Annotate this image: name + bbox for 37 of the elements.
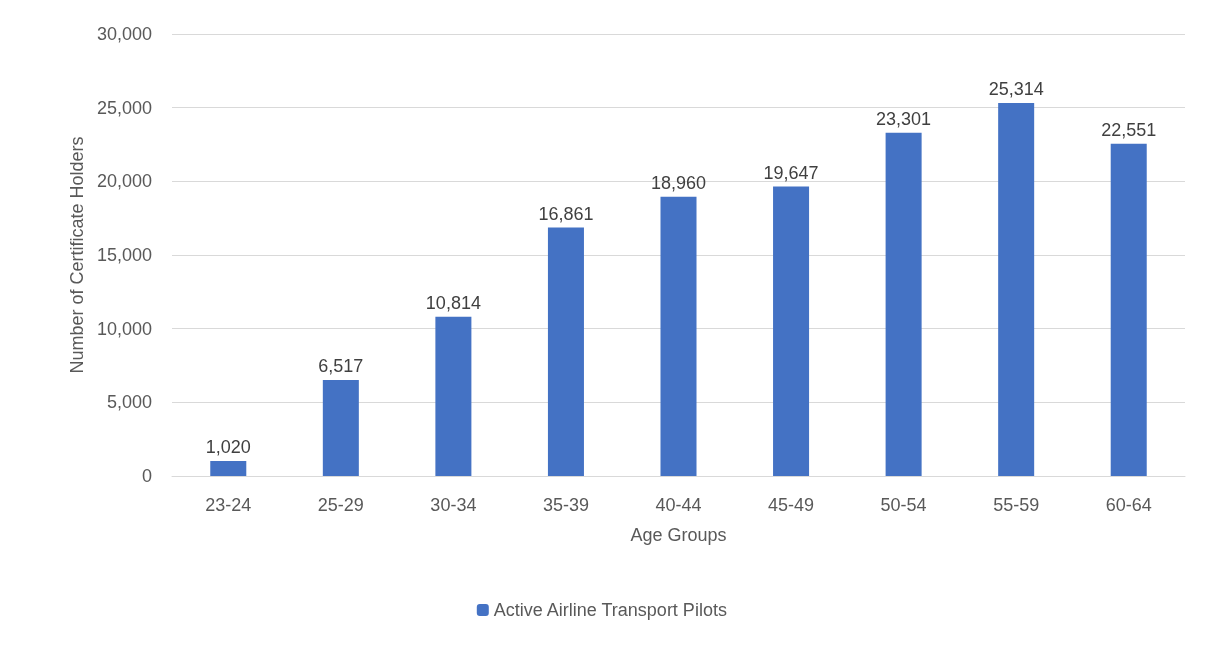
x-tick-label: 23-24	[205, 495, 252, 515]
y-axis-title: Number of Certificate Holders	[67, 136, 88, 374]
data-label: 22,551	[1101, 119, 1157, 140]
bar	[1110, 143, 1147, 476]
bar	[547, 227, 584, 476]
x-tick-label: 25-29	[317, 495, 364, 515]
bar	[998, 103, 1035, 476]
bar	[773, 186, 810, 476]
y-tick-label: 20,000	[96, 171, 152, 192]
x-tick-label: 55-59	[993, 495, 1040, 515]
bar	[210, 460, 247, 476]
y-tick-label: 15,000	[96, 245, 152, 265]
data-label: 10,814	[425, 292, 481, 313]
x-tick-label: 40-44	[655, 495, 702, 515]
data-label: 18,960	[650, 172, 707, 193]
bar	[660, 196, 697, 476]
bar	[885, 132, 922, 476]
x-tick-label: 60-64	[1105, 495, 1152, 515]
x-tick-label: 45-49	[768, 495, 815, 515]
y-tick-label: 5,000	[106, 392, 152, 413]
data-label: 1,020	[205, 436, 251, 457]
x-tick-label: 50-54	[880, 495, 927, 515]
x-tick-label: 35-39	[542, 495, 589, 515]
data-label: 16,861	[538, 203, 594, 224]
data-label: 25,314	[988, 79, 1044, 100]
data-label: 23,301	[876, 108, 932, 129]
data-label: 19,647	[763, 162, 819, 183]
y-tick-label: 10,000	[96, 318, 152, 339]
legend-label: Active Airline Transport Pilots	[493, 600, 727, 620]
data-label: 6,517	[318, 355, 364, 376]
x-tick-label: 30-34	[430, 495, 477, 515]
y-tick-label: 30,000	[96, 24, 152, 44]
x-axis-title: Age Groups	[630, 525, 727, 545]
y-tick-label: 25,000	[96, 97, 152, 118]
y-tick-label: 0	[141, 466, 152, 486]
bar	[322, 379, 359, 476]
bar	[435, 316, 472, 476]
